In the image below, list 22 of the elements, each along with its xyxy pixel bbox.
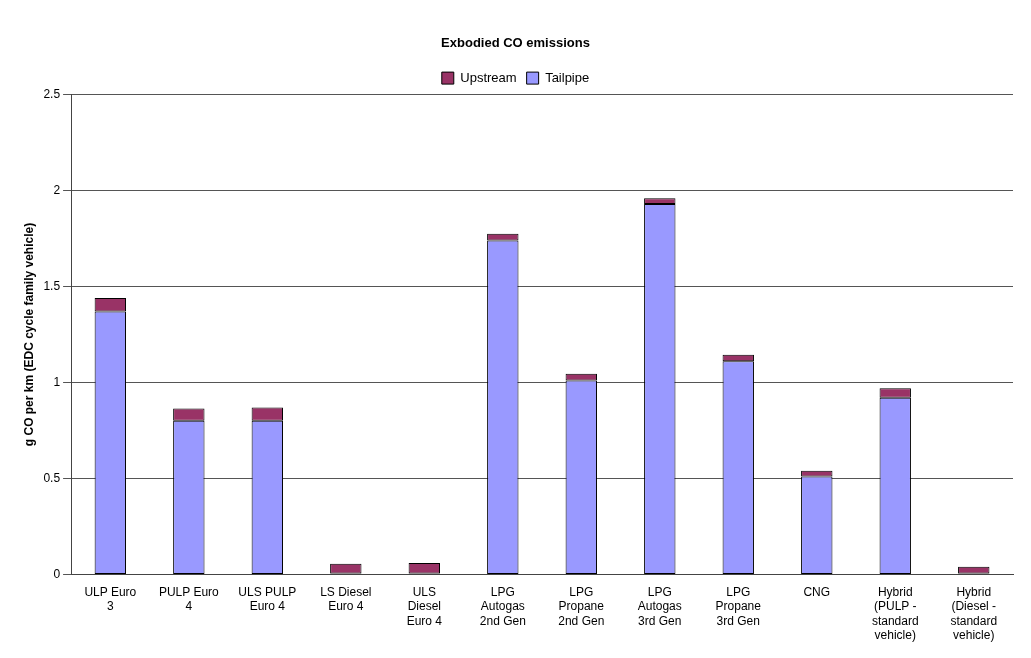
x-tick-label: ULP Euro 3 [84,584,137,614]
x-tick-label: LPG Propane 3rd Gen [715,584,762,628]
x-tick-label: CNG [803,584,831,599]
legend-label: Upstream [460,69,517,85]
chart-title: Exbodied CO emissions [441,35,590,51]
y-tick-label: 1.5 [43,278,61,293]
x-tick-label: ULS Diesel Euro 4 [406,584,443,628]
y-tick-label: 0.5 [43,470,61,485]
x-tick-label: LS Diesel Euro 4 [320,584,372,614]
y-tick-label: 2 [53,182,61,197]
x-tick-label: ULS PULP Euro 4 [238,584,297,614]
x-tick-label: Hybrid (PULP - standard vehicle) [871,584,919,643]
x-tick-label: LPG Propane 2nd Gen [558,584,605,628]
y-tick-label: 2.5 [43,86,61,101]
y-tick-label: 1 [53,374,61,389]
x-tick-label: Hybrid (Diesel - standard vehicle) [950,584,998,643]
x-tick-label: LPG Autogas 2nd Gen [479,584,526,628]
y-tick-label: 0 [53,566,61,581]
x-tick-label: PULP Euro 4 [158,584,220,614]
legend-label: Tailpipe [545,69,590,85]
y-axis-title: g CO per km (EDC cycle family vehicle) [21,222,36,447]
x-tick-label: LPG Autogas 3rd Gen [637,584,682,628]
